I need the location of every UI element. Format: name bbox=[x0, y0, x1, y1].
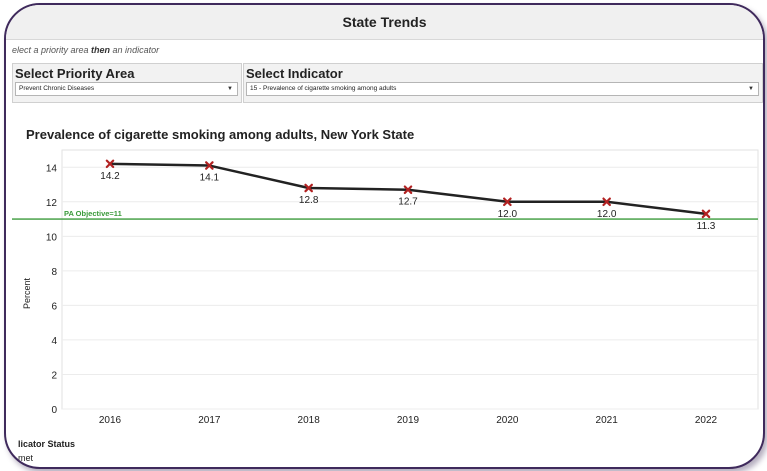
priority-area-filter: Select Priority Area Prevent Chronic Dis… bbox=[12, 63, 242, 103]
indicator-status-title: licator Status bbox=[18, 439, 76, 449]
chevron-down-icon: ▼ bbox=[748, 86, 754, 92]
data-point bbox=[701, 209, 711, 219]
priority-area-value: Prevent Chronic Diseases bbox=[19, 85, 95, 92]
data-label: 11.3 bbox=[697, 221, 716, 232]
y-tick-label: 2 bbox=[51, 370, 57, 381]
x-tick-label: 2021 bbox=[596, 415, 619, 426]
instructions-part2: an indicator bbox=[110, 45, 160, 55]
data-label: 12.0 bbox=[597, 209, 617, 220]
reference-line-label: PA Objective=11 bbox=[64, 209, 122, 218]
data-label: 14.2 bbox=[100, 171, 120, 182]
y-tick-label: 10 bbox=[46, 232, 58, 243]
line-chart: 0 2 4 6 8 10 12 14 Percent 2016 2017 2018 2019 2020 20… bbox=[12, 149, 759, 426]
x-tick-label: 2017 bbox=[198, 415, 221, 426]
y-tick-label: 12 bbox=[46, 198, 58, 209]
dashboard-frame: State Trends elect a priority area then … bbox=[4, 3, 765, 469]
data-label: 12.8 bbox=[299, 195, 319, 206]
x-tick-label: 2022 bbox=[695, 415, 718, 426]
data-point bbox=[602, 197, 611, 207]
indicator-label: Select Indicator bbox=[246, 66, 343, 81]
y-tick-label: 0 bbox=[51, 405, 57, 416]
data-point bbox=[503, 197, 512, 207]
data-point bbox=[304, 183, 313, 193]
indicator-select[interactable]: 15 - Prevalence of cigarette smoking amo… bbox=[246, 82, 759, 96]
data-point bbox=[205, 161, 214, 170]
indicator-status-value: met bbox=[18, 453, 34, 463]
instructions-text: elect a priority area then an indicator bbox=[12, 45, 159, 55]
data-point bbox=[403, 185, 413, 195]
indicator-filter: Select Indicator 15 - Prevalence of ciga… bbox=[243, 63, 763, 103]
data-label: 12.0 bbox=[498, 209, 518, 220]
y-axis-title: Percent bbox=[22, 277, 32, 309]
window-title: State Trends bbox=[6, 5, 763, 40]
y-tick-label: 6 bbox=[51, 301, 57, 312]
data-point bbox=[105, 159, 115, 169]
indicator-value: 15 - Prevalence of cigarette smoking amo… bbox=[250, 85, 397, 92]
chevron-down-icon: ▼ bbox=[227, 86, 233, 92]
priority-area-select[interactable]: Prevent Chronic Diseases ▼ bbox=[15, 82, 238, 96]
y-tick-label: 8 bbox=[51, 267, 57, 278]
instructions-bold: then bbox=[91, 45, 111, 55]
data-label: 14.1 bbox=[200, 173, 220, 184]
x-tick-label: 2016 bbox=[99, 415, 122, 426]
y-tick-label: 4 bbox=[51, 336, 57, 347]
data-label: 12.7 bbox=[398, 197, 418, 208]
y-tick-label: 14 bbox=[46, 163, 58, 174]
chart-title: Prevalence of cigarette smoking among ad… bbox=[26, 127, 415, 142]
x-tick-label: 2019 bbox=[397, 415, 420, 426]
x-tick-label: 2018 bbox=[298, 415, 321, 426]
x-tick-label: 2020 bbox=[496, 415, 519, 426]
instructions-part1: elect a priority area bbox=[12, 45, 92, 55]
priority-area-label: Select Priority Area bbox=[15, 66, 135, 81]
